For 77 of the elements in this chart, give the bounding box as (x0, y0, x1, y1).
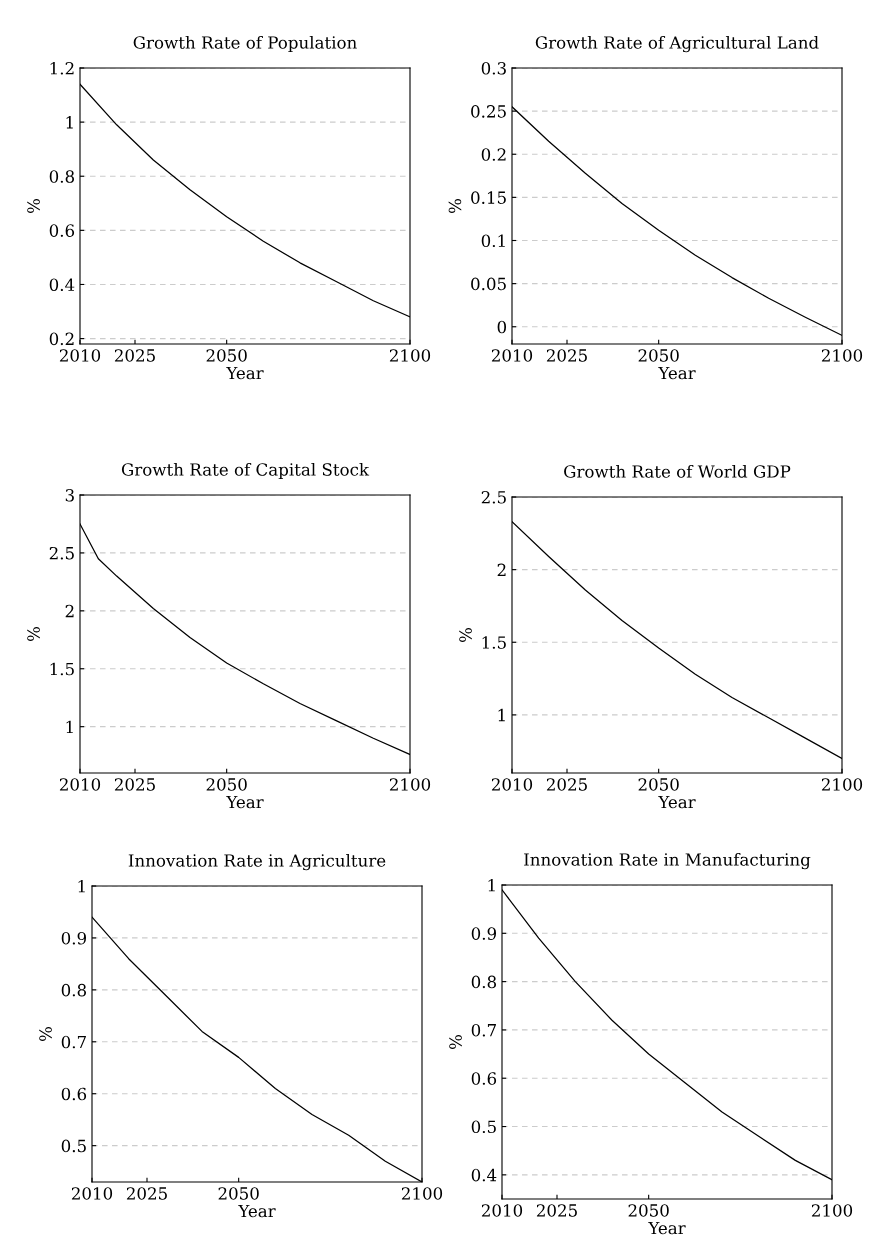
chart-title: Innovation Rate in Manufacturing (524, 852, 811, 870)
x-tick-label: 2025 (114, 778, 155, 791)
y-tick-label: 0.2 (481, 148, 506, 161)
x-tick-label: 2050 (206, 349, 247, 362)
chart-title: Growth Rate of Population (133, 35, 357, 53)
x-tick-label: 2010 (481, 1204, 523, 1217)
y-tick-label: 0.6 (49, 224, 75, 237)
y-tick-label: 0.8 (471, 975, 497, 989)
y-tick-label: 0.3 (481, 61, 506, 75)
y-tick-label: 2 (497, 563, 506, 576)
x-tick-label: 2025 (126, 1187, 167, 1200)
x-tick-label: 2100 (401, 1187, 443, 1200)
y-tick-label: 0.8 (61, 983, 87, 997)
y-tick-label: 0 (497, 320, 507, 334)
x-axis-title: Year (226, 366, 264, 380)
y-tick-label: 0.4 (471, 1168, 497, 1182)
x-axis-title: Year (658, 366, 696, 380)
y-axis-title: % (39, 1027, 52, 1041)
y-tick-label: 0.8 (49, 170, 75, 183)
x-axis-title: Year (238, 1204, 276, 1218)
y-tick-label: 0.1 (481, 234, 505, 248)
y-tick-label: 0.6 (61, 1087, 87, 1101)
chart-title: Growth Rate of Capital Stock (121, 462, 370, 480)
x-tick-label: 2010 (491, 349, 533, 362)
x-tick-label: 2100 (811, 1204, 853, 1217)
x-tick-label: 2050 (638, 349, 679, 362)
y-tick-label: 3 (65, 488, 74, 502)
y-tick-label: 1.5 (50, 662, 74, 676)
y-tick-label: 2.5 (49, 546, 74, 560)
x-tick-label: 2010 (71, 1187, 113, 1200)
x-tick-label: 2025 (546, 349, 587, 362)
y-tick-label: 0.2 (49, 332, 74, 346)
x-axis-title: Year (658, 795, 696, 809)
x-axis-title: Year (648, 1221, 686, 1235)
chart-title: Growth Rate of World GDP (564, 464, 791, 478)
x-tick-label: 2010 (59, 349, 101, 362)
y-axis-title: % (448, 199, 462, 213)
x-tick-label: 2025 (546, 778, 587, 791)
y-tick-label: 0.05 (471, 277, 506, 291)
x-tick-label: 2050 (628, 1204, 669, 1217)
y-tick-label: 0.5 (61, 1139, 86, 1153)
y-axis-title: % (449, 1035, 462, 1049)
y-tick-label: 0.9 (61, 931, 87, 945)
x-tick-label: 2050 (218, 1187, 259, 1200)
y-tick-label: 1 (498, 708, 505, 722)
x-tick-label: 2100 (389, 349, 431, 362)
y-tick-label: 1.5 (482, 636, 506, 649)
y-axis-title: % (27, 199, 40, 213)
y-tick-label: 0.25 (471, 105, 506, 118)
x-tick-label: 2100 (821, 778, 863, 791)
x-tick-label: 2050 (206, 778, 247, 791)
y-tick-label: 2.5 (481, 490, 506, 504)
y-tick-label: 1 (488, 878, 495, 892)
x-tick-label: 2050 (638, 778, 679, 791)
x-tick-label: 2010 (59, 778, 101, 791)
y-axis-title: % (27, 627, 40, 641)
x-tick-label: 2010 (491, 778, 533, 791)
y-tick-label: 0.7 (61, 1035, 86, 1049)
chart-title: Growth Rate of Agricultural Land (535, 35, 819, 53)
y-tick-label: 0.4 (49, 278, 75, 292)
y-tick-label: 0.15 (471, 191, 506, 204)
y-tick-label: 0.7 (471, 1023, 496, 1037)
y-tick-label: 1.2 (50, 61, 74, 75)
x-tick-label: 2100 (821, 349, 863, 362)
y-tick-label: 0.6 (471, 1072, 497, 1085)
y-axis-title: % (459, 628, 472, 642)
y-tick-label: 1 (78, 879, 85, 893)
y-tick-label: 0.5 (471, 1120, 496, 1134)
x-tick-label: 2025 (536, 1204, 577, 1217)
y-tick-label: 0.9 (471, 927, 497, 940)
y-tick-label: 2 (65, 604, 74, 618)
y-tick-label: 1 (66, 720, 73, 733)
x-tick-label: 2100 (389, 778, 431, 791)
y-tick-label: 1 (66, 116, 73, 129)
x-axis-title: Year (226, 795, 264, 809)
x-tick-label: 2025 (114, 349, 155, 362)
chart-title: Innovation Rate in Agriculture (128, 853, 386, 871)
